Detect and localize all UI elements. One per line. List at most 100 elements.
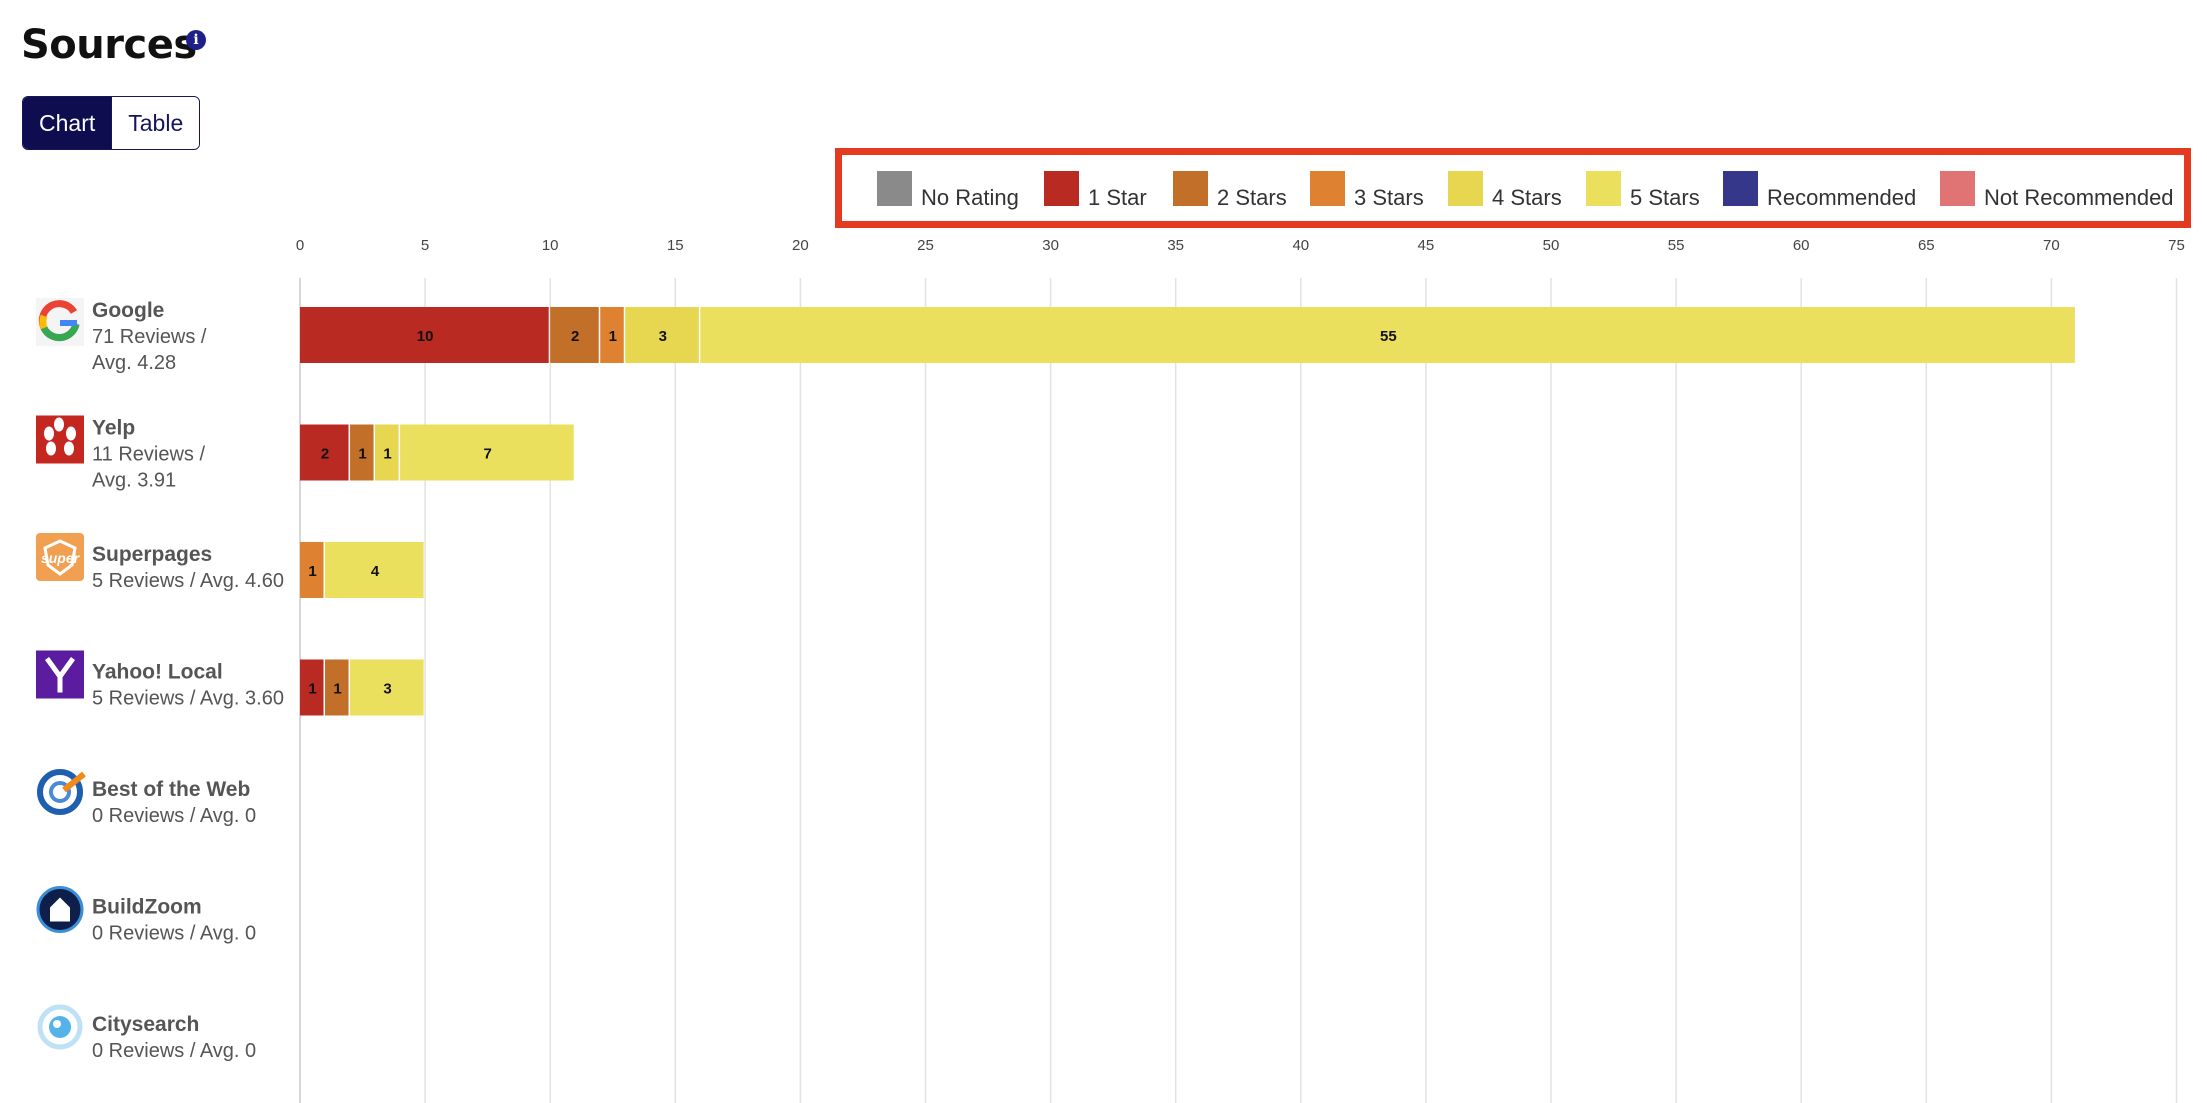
bar-label-yelp-5-stars: 7 [483, 446, 491, 463]
bar-label-google-5-stars: 55 [1380, 328, 1397, 345]
legend-swatch-2-stars [1173, 171, 1208, 206]
bar-segment-yahoo-local-5-stars[interactable] [350, 659, 424, 716]
bar-label-superpages-5-stars: 4 [371, 563, 380, 580]
superpages-logo-icon [43, 539, 77, 576]
legend-swatch-5-stars [1586, 171, 1621, 206]
bar-segment-superpages-3-stars[interactable] [300, 542, 324, 598]
yelp-logo-icon [64, 441, 74, 456]
legend-label-5-stars: 5 Stars [1630, 185, 1700, 210]
bar-label-yahoo-local-1-star: 1 [308, 681, 316, 698]
bar-segment-google-4-stars[interactable] [625, 307, 699, 363]
bar-segment-google-5-stars[interactable] [700, 307, 2075, 363]
bar-segment-google-1-star[interactable] [300, 307, 549, 363]
bar-segment-yelp-2-stars[interactable] [350, 424, 374, 481]
source-stats-google: 71 Reviews / [92, 326, 207, 348]
chart-view-button[interactable]: Chart [23, 97, 112, 149]
legend-label-4-stars: 4 Stars [1492, 185, 1562, 210]
legend-label-not-recommended: Not Recommended [1984, 185, 2174, 210]
bar-label-google-3-stars: 1 [609, 328, 617, 345]
legend-highlight-box [835, 148, 2191, 228]
page-title: Sources [21, 22, 197, 68]
legend-label-recommended: Recommended [1767, 185, 1916, 210]
source-stats-best-of-the-web: 0 Reviews / Avg. 0 [92, 805, 256, 827]
best-of-the-web-logo-icon [49, 781, 71, 803]
yelp-logo-icon [44, 426, 54, 441]
citysearch-logo-icon [49, 1016, 71, 1038]
bar-label-yelp-2-stars: 1 [358, 446, 366, 463]
source-name-yahoo-local[interactable]: Yahoo! Local [92, 661, 223, 684]
bar-segment-yahoo-local-2-stars[interactable] [325, 659, 349, 716]
source-stats-line2-yelp: Avg. 3.91 [92, 470, 176, 492]
bar-label-yelp-4-stars: 1 [383, 446, 391, 463]
legend-swatch-recommended [1723, 171, 1758, 206]
view-toggle: Chart Table [22, 96, 201, 150]
bar-segment-yelp-5-stars[interactable] [400, 424, 574, 481]
bar-label-superpages-3-stars: 1 [308, 563, 316, 580]
best-of-the-web-logo-icon [62, 771, 86, 793]
source-stats-superpages: 5 Reviews / Avg. 4.60 [92, 570, 284, 592]
x-tick-label: 10 [542, 237, 559, 254]
bar-segment-google-2-stars[interactable] [550, 307, 599, 363]
legend-label-1-star: 1 Star [1088, 185, 1147, 210]
citysearch-logo-icon [53, 1020, 61, 1028]
x-tick-label: 0 [296, 237, 304, 254]
legend-swatch-3-stars [1310, 171, 1345, 206]
x-tick-label: 25 [917, 237, 934, 254]
x-tick-label: 50 [1543, 237, 1560, 254]
yelp-logo-icon [66, 426, 76, 441]
info-icon[interactable]: i [186, 30, 206, 50]
x-tick-label: 75 [2168, 237, 2185, 254]
table-view-button[interactable]: Table [111, 97, 200, 149]
legend-swatch-not-recommended [1940, 171, 1975, 206]
x-tick-label: 60 [1793, 237, 1810, 254]
bar-label-yahoo-local-5-stars: 3 [383, 681, 391, 698]
bar-label-google-4-stars: 3 [659, 328, 667, 345]
x-tick-label: 15 [667, 237, 684, 254]
x-tick-label: 35 [1167, 237, 1184, 254]
bar-segment-google-3-stars[interactable] [600, 307, 624, 363]
bar-label-google-1-star: 10 [417, 328, 434, 345]
google-logo-icon [39, 314, 48, 330]
legend-swatch-4-stars [1448, 171, 1483, 206]
x-tick-label: 40 [1292, 237, 1309, 254]
bar-label-yahoo-local-2-stars: 1 [333, 681, 341, 698]
source-name-buildzoom[interactable]: BuildZoom [92, 896, 202, 919]
yelp-logo-icon [54, 417, 64, 432]
yelp-logo-icon [46, 441, 56, 456]
bar-segment-superpages-5-stars[interactable] [325, 542, 424, 598]
x-tick-label: 55 [1668, 237, 1685, 254]
legend-label-2-stars: 2 Stars [1217, 185, 1287, 210]
buildzoom-logo-icon [50, 897, 70, 922]
bar-segment-yelp-1-star[interactable] [300, 424, 349, 481]
x-tick-label: 45 [1418, 237, 1435, 254]
source-stats-line2-google: Avg. 4.28 [92, 352, 176, 374]
x-tick-label: 65 [1918, 237, 1935, 254]
source-stats-citysearch: 0 Reviews / Avg. 0 [92, 1040, 256, 1062]
legend-label-3-stars: 3 Stars [1354, 185, 1424, 210]
bar-label-google-2-stars: 2 [571, 328, 579, 345]
x-tick-label: 20 [792, 237, 809, 254]
legend-swatch-no-rating [877, 171, 912, 206]
google-logo-icon [40, 323, 80, 342]
bar-segment-yahoo-local-1-star[interactable] [300, 659, 324, 716]
google-logo-icon [60, 320, 77, 326]
source-stats-yelp: 11 Reviews / [92, 444, 205, 466]
source-stats-buildzoom: 0 Reviews / Avg. 0 [92, 923, 256, 945]
source-name-google[interactable]: Google [92, 299, 164, 322]
x-tick-label: 5 [421, 237, 429, 254]
legend-swatch-1-star [1044, 171, 1079, 206]
x-tick-label: 70 [2043, 237, 2060, 254]
yahoo-logo-icon [44, 657, 76, 693]
source-name-superpages[interactable]: Superpages [92, 543, 212, 566]
source-name-best-of-the-web[interactable]: Best of the Web [92, 778, 250, 801]
source-name-citysearch[interactable]: Citysearch [92, 1013, 199, 1036]
bar-label-yelp-1-star: 2 [321, 446, 329, 463]
x-tick-label: 30 [1042, 237, 1059, 254]
yelp-logo-icon [56, 435, 64, 444]
superpages-logo-icon: super [41, 550, 81, 566]
source-name-yelp[interactable]: Yelp [92, 417, 135, 440]
bar-segment-yelp-4-stars[interactable] [375, 424, 399, 481]
source-stats-yahoo-local: 5 Reviews / Avg. 3.60 [92, 688, 284, 710]
best-of-the-web-logo-icon [37, 769, 83, 815]
